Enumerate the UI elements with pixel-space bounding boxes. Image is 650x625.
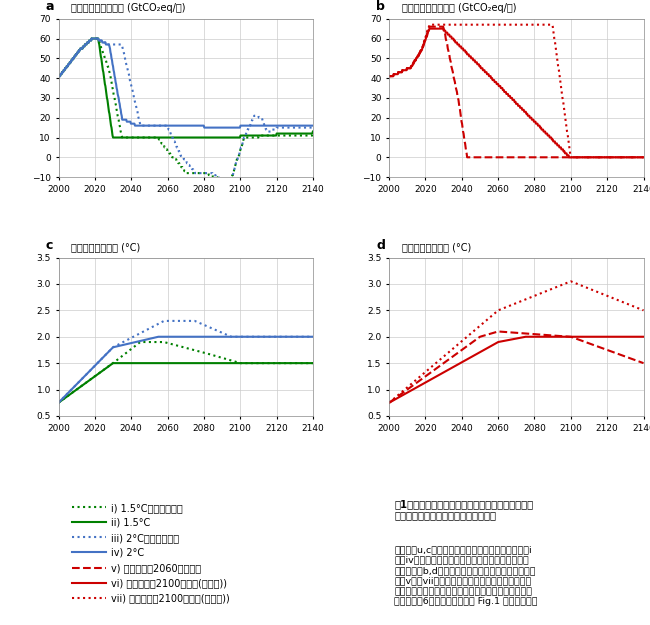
Text: a: a (46, 0, 55, 12)
Text: 図1　代表的なケースの混室効果ガス排出量と世界
平均気温上昇（産業化以前を基準）。: 図1 代表的なケースの混室効果ガス排出量と世界 平均気温上昇（産業化以前を基準）… (395, 499, 534, 521)
Text: d: d (376, 239, 385, 252)
Text: c: c (46, 239, 53, 252)
Text: 世界平均気温上昇 (°C): 世界平均気温上昇 (°C) (402, 242, 471, 252)
Text: b: b (376, 0, 385, 12)
Text: パネルu,cは、温度目標を達成する場合（ケースi
からiv）の温室効果ガス排出への影響を示していま
す。パネロb,dは、ゼロ排出目標を達成する場合（ケ
ースvか: パネルu,cは、温度目標を達成する場合（ケースi からiv）の温室効果ガス排出へ… (395, 546, 538, 606)
Text: 温室効果ガス排出量 (GtCO₂eq/年): 温室効果ガス排出量 (GtCO₂eq/年) (402, 3, 516, 13)
Text: 世界平均気温上昇 (°C): 世界平均気温上昇 (°C) (72, 242, 140, 252)
Text: 温室効果ガス排出量 (GtCO₂eq/年): 温室効果ガス排出量 (GtCO₂eq/年) (72, 3, 186, 13)
Legend: i) 1.5°C（一時超過）, ii) 1.5°C, iii) 2°C（一時超過）, iv) 2°C, v) ゼロ排出（2060年達成）, vi) ゼロ排出（2: i) 1.5°C（一時超過）, ii) 1.5°C, iii) 2°C（一時超過… (68, 499, 234, 607)
